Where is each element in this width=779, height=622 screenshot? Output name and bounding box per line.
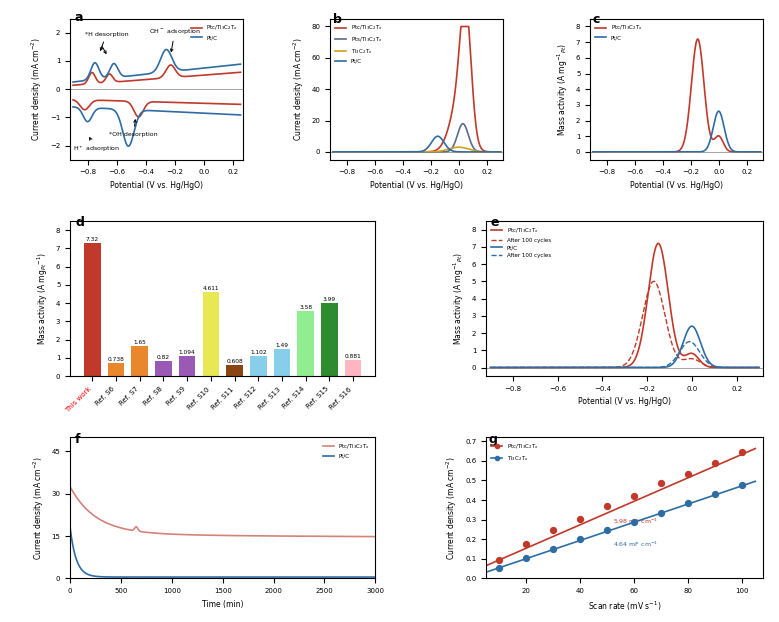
Bar bbox=[345, 360, 361, 376]
Bar bbox=[155, 361, 171, 376]
Text: 4.611: 4.611 bbox=[203, 286, 219, 291]
Point bbox=[735, 447, 748, 457]
Bar bbox=[273, 349, 291, 376]
Point bbox=[547, 544, 559, 554]
Ptc/Ti$_3$C$_2$T$_x$ bbox=[305, 532, 315, 540]
Point bbox=[520, 553, 533, 563]
Point bbox=[709, 458, 721, 468]
Legend: Ptc/Ti$_3$C$_2$T$_x$, After 100 cycles, Pt/C, After 100 cycles: Ptc/Ti$_3$C$_2$T$_x$, After 100 cycles, … bbox=[488, 224, 553, 261]
X-axis label: Potential (V vs. Hg/HgO): Potential (V vs. Hg/HgO) bbox=[578, 397, 671, 406]
Text: 4.64 mF cm$^{-1}$: 4.64 mF cm$^{-1}$ bbox=[612, 540, 657, 549]
Bar bbox=[203, 292, 219, 376]
Bar bbox=[250, 356, 266, 376]
Bar bbox=[321, 304, 338, 376]
Text: 1.102: 1.102 bbox=[250, 350, 266, 355]
Y-axis label: Current density (mA cm$^{-2}$): Current density (mA cm$^{-2}$) bbox=[30, 37, 44, 141]
Bar bbox=[298, 311, 314, 376]
Text: 3.58: 3.58 bbox=[299, 305, 312, 310]
Ptc/Ti$_3$C$_2$T$_x$ bbox=[213, 532, 223, 539]
Point bbox=[493, 563, 506, 573]
Text: H$^+$ adsorption: H$^+$ adsorption bbox=[73, 137, 120, 154]
Y-axis label: Current density (mA cm$^{-2}$): Current density (mA cm$^{-2}$) bbox=[31, 456, 46, 560]
Text: 0.608: 0.608 bbox=[226, 359, 243, 364]
Bar bbox=[226, 365, 243, 376]
Point bbox=[493, 555, 506, 565]
Text: 1.49: 1.49 bbox=[276, 343, 288, 348]
X-axis label: Potential (V vs. Hg/HgO): Potential (V vs. Hg/HgO) bbox=[630, 181, 723, 190]
Point bbox=[601, 526, 613, 536]
Point bbox=[520, 539, 533, 549]
Point bbox=[682, 498, 694, 508]
Legend: Ptc/Ti$_3$C$_2$T$_x$, Pt/C: Ptc/Ti$_3$C$_2$T$_x$, Pt/C bbox=[593, 21, 645, 42]
Pt/C bbox=[81, 570, 90, 577]
Point bbox=[628, 491, 640, 501]
Point bbox=[547, 525, 559, 535]
Text: 0.881: 0.881 bbox=[345, 354, 361, 359]
Point bbox=[709, 490, 721, 499]
X-axis label: Scan rate (mV s$^{-1}$): Scan rate (mV s$^{-1}$) bbox=[588, 600, 661, 613]
Text: f: f bbox=[76, 433, 81, 446]
Text: a: a bbox=[75, 11, 83, 24]
Text: d: d bbox=[76, 216, 85, 230]
Pt/C bbox=[371, 573, 380, 581]
Point bbox=[574, 514, 587, 524]
Ptc/Ti$_3$C$_2$T$_x$ bbox=[81, 504, 90, 512]
Pt/C bbox=[213, 573, 223, 581]
Y-axis label: Current density (mA cm$^{-2}$): Current density (mA cm$^{-2}$) bbox=[291, 37, 306, 141]
Point bbox=[655, 508, 668, 518]
Text: b: b bbox=[333, 13, 342, 26]
Point bbox=[574, 534, 587, 544]
Ptc/Ti$_3$C$_2$T$_x$ bbox=[371, 533, 380, 541]
Legend: Ptc/Ti$_3$C$_2$T$_x$, Pt/C: Ptc/Ti$_3$C$_2$T$_x$, Pt/C bbox=[189, 21, 241, 42]
Point bbox=[682, 468, 694, 478]
Ptc/Ti$_3$C$_2$T$_x$ bbox=[65, 483, 75, 491]
Ptc/Ti$_3$C$_2$T$_x$ bbox=[361, 533, 371, 541]
Line: Ptc/Ti$_3$C$_2$T$_x$: Ptc/Ti$_3$C$_2$T$_x$ bbox=[70, 487, 375, 537]
Text: g: g bbox=[488, 434, 498, 446]
Text: e: e bbox=[491, 216, 499, 229]
Y-axis label: Mass activity (A mg$_{Pt}$$^{-1}$): Mass activity (A mg$_{Pt}$$^{-1}$) bbox=[36, 252, 51, 345]
X-axis label: Potential (V vs. Hg/HgO): Potential (V vs. Hg/HgO) bbox=[111, 181, 203, 190]
Text: *OH desorption: *OH desorption bbox=[109, 120, 158, 137]
Text: OH$^-$ adsorption: OH$^-$ adsorption bbox=[149, 27, 201, 52]
Text: 7.32: 7.32 bbox=[86, 236, 99, 241]
Line: Pt/C: Pt/C bbox=[70, 527, 375, 577]
Bar bbox=[108, 363, 125, 376]
Text: 1.65: 1.65 bbox=[133, 340, 146, 345]
Ptc/Ti$_3$C$_2$T$_x$ bbox=[361, 533, 371, 541]
Point bbox=[735, 480, 748, 490]
X-axis label: Potential (V vs. Hg/HgO): Potential (V vs. Hg/HgO) bbox=[370, 181, 464, 190]
Pt/C bbox=[362, 573, 372, 581]
Pt/C bbox=[65, 524, 75, 531]
Pt/C bbox=[305, 573, 315, 581]
Bar bbox=[132, 346, 148, 376]
Point bbox=[655, 478, 668, 488]
Legend: Ptc/Ti$_3$C$_2$T$_x$, Ti$_3$C$_2$T$_x$: Ptc/Ti$_3$C$_2$T$_x$, Ti$_3$C$_2$T$_x$ bbox=[488, 440, 541, 465]
X-axis label: Time (min): Time (min) bbox=[202, 600, 244, 609]
Pt/C bbox=[206, 573, 215, 581]
Legend: Ptc/Ti$_3$C$_2$T$_x$, Pt/C: Ptc/Ti$_3$C$_2$T$_x$, Pt/C bbox=[320, 440, 372, 461]
Y-axis label: Mass activity (A mg$^{-1}$$_{Pt}$): Mass activity (A mg$^{-1}$$_{Pt}$) bbox=[556, 42, 570, 136]
Text: 5.98 mF cm$^{-1}$: 5.98 mF cm$^{-1}$ bbox=[612, 516, 657, 526]
Text: 0.82: 0.82 bbox=[157, 355, 170, 360]
Pt/C bbox=[361, 573, 371, 581]
Text: *H desorption: *H desorption bbox=[85, 32, 129, 50]
Text: 0.738: 0.738 bbox=[108, 357, 125, 362]
Legend: Ptc/Ti$_3$C$_2$T$_x$, Pts/Ti$_3$C$_2$T$_x$, Ti$_3$C$_2$T$_x$, Pt/C: Ptc/Ti$_3$C$_2$T$_x$, Pts/Ti$_3$C$_2$T$_… bbox=[333, 21, 385, 66]
Y-axis label: Current density (mA cm$^{-2}$): Current density (mA cm$^{-2}$) bbox=[445, 456, 460, 560]
Text: 3.99: 3.99 bbox=[323, 297, 336, 302]
Point bbox=[628, 517, 640, 527]
Point bbox=[601, 501, 613, 511]
Ptc/Ti$_3$C$_2$T$_x$ bbox=[206, 532, 215, 539]
Pt/C bbox=[312, 573, 321, 581]
Bar bbox=[84, 243, 100, 376]
Text: c: c bbox=[593, 13, 601, 26]
Text: 1.094: 1.094 bbox=[178, 350, 196, 355]
Y-axis label: Mass activity (A mg$^{-1}$$_{Pt}$): Mass activity (A mg$^{-1}$$_{Pt}$) bbox=[452, 252, 466, 345]
Bar bbox=[179, 356, 196, 376]
